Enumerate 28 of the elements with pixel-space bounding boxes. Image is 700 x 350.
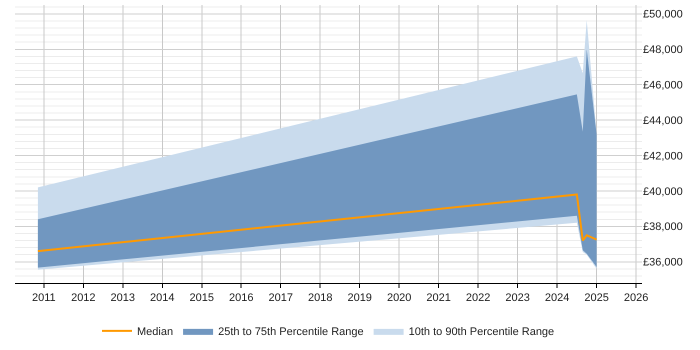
x-tick-label: 2012 xyxy=(71,292,96,304)
y-tick-label: £50,000 xyxy=(643,8,683,21)
line-series xyxy=(36,193,598,252)
x-tick-label: 2025 xyxy=(584,292,609,304)
x-tick-label: 2011 xyxy=(32,292,56,304)
x-tick-label: 2017 xyxy=(268,292,293,304)
x-tick-label: 2020 xyxy=(386,292,412,304)
x-tick-label: 2022 xyxy=(466,292,490,304)
x-tick-label: 2024 xyxy=(544,292,570,304)
y-tick-label: £48,000 xyxy=(643,44,683,56)
x-tick-label: 2021 xyxy=(426,292,451,304)
x-tick-label: 2014 xyxy=(150,292,175,304)
x-tick-label: 2019 xyxy=(347,292,372,304)
x-tick-label: 2013 xyxy=(110,292,136,304)
x-tick-label: 2016 xyxy=(229,292,254,304)
y-tick-label: £40,000 xyxy=(643,186,683,198)
y-tick-label: £42,000 xyxy=(643,150,683,162)
x-tick-label: 2023 xyxy=(505,292,530,304)
y-tick-label: £36,000 xyxy=(643,256,683,269)
legend-label: Median xyxy=(137,326,174,338)
x-tick-label: 2018 xyxy=(308,292,332,304)
x-tick-label: 2026 xyxy=(624,292,648,304)
x-tick-label: 2015 xyxy=(190,292,214,304)
y-tick-label: £38,000 xyxy=(643,221,683,234)
y-tick-label: £44,000 xyxy=(643,114,683,127)
y-tick-label: £46,000 xyxy=(643,80,683,92)
legend-label: 25th to 75th Percentile Range xyxy=(218,326,364,338)
legend-label: 10th to 90th Percentile Range xyxy=(408,326,554,338)
